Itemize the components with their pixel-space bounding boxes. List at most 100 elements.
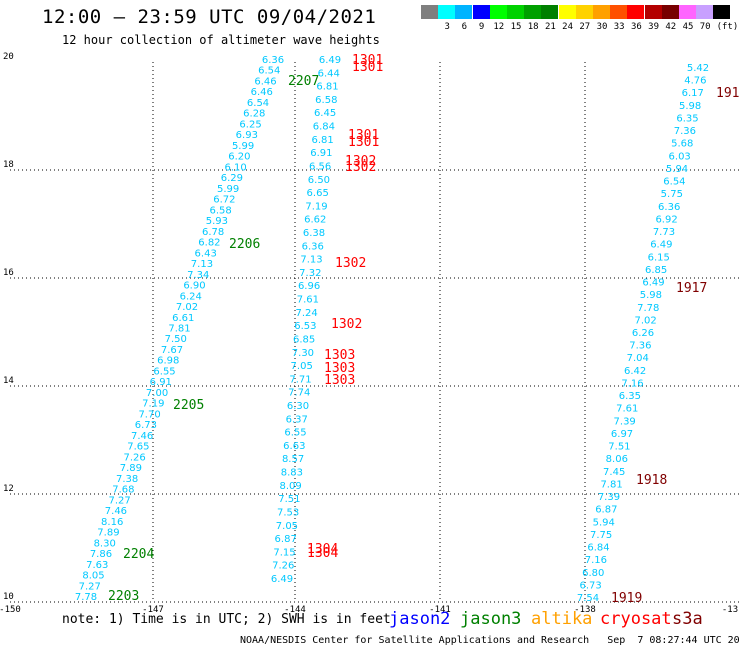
swh-value: 6.20 bbox=[228, 152, 250, 163]
swh-value: 7.39 bbox=[614, 416, 636, 427]
swh-value: 7.81 bbox=[168, 324, 190, 335]
swh-value: 6.90 bbox=[183, 281, 205, 292]
swh-value: 6.38 bbox=[303, 228, 325, 239]
swh-value: 5.99 bbox=[232, 141, 254, 152]
legend-label: 6 bbox=[461, 22, 468, 32]
satellite-altika: altika bbox=[531, 609, 593, 629]
swh-value: 6.72 bbox=[213, 195, 235, 206]
swh-value: 6.30 bbox=[287, 401, 309, 412]
legend-label: 70 bbox=[699, 22, 711, 32]
swh-value: 6.87 bbox=[275, 534, 297, 545]
swh-value: 6.73 bbox=[579, 580, 601, 591]
swh-value: 6.93 bbox=[236, 130, 258, 141]
swh-value: 7.19 bbox=[305, 201, 327, 212]
swh-value: 7.15 bbox=[273, 547, 295, 558]
swh-value: 7.39 bbox=[598, 492, 620, 503]
map-title: 12:00 – 23:59 UTC 09/04/2021 bbox=[42, 6, 377, 28]
swh-value: 6.63 bbox=[283, 441, 305, 452]
legend-label: 3 bbox=[444, 22, 450, 32]
legend-label: 21 bbox=[544, 22, 556, 32]
swh-value: 7.61 bbox=[297, 295, 319, 306]
y-tick-label: 18 bbox=[3, 160, 14, 170]
swh-value: 6.17 bbox=[682, 88, 704, 99]
swh-value: 8.83 bbox=[281, 468, 303, 479]
time-label: 2205 bbox=[173, 398, 204, 413]
swh-value: 6.80 bbox=[582, 568, 604, 579]
axis-labels: -150 -147 -144 -141 -138 -13 20 18 16 14 12 10 bbox=[0, 52, 738, 615]
satellite-jason2: jason2 bbox=[389, 609, 451, 629]
time-label: 191 bbox=[716, 86, 739, 101]
swh-value: 6.56 bbox=[309, 161, 331, 172]
time-label: 1303 bbox=[324, 373, 355, 388]
swh-value: 7.34 bbox=[187, 270, 209, 281]
swh-value: 7.74 bbox=[288, 388, 310, 399]
y-tick-label: 14 bbox=[3, 376, 14, 386]
swh-value: 6.36 bbox=[302, 241, 324, 252]
legend-label: 27 bbox=[579, 22, 591, 32]
swh-value: 6.55 bbox=[284, 428, 306, 439]
legend-swatch bbox=[593, 5, 610, 19]
legend-swatch bbox=[472, 5, 490, 19]
time-label: 2204 bbox=[123, 547, 154, 562]
swh-value: 6.15 bbox=[648, 252, 670, 263]
footnote: note: 1) Time is in UTC; 2) SWH is in fe… bbox=[62, 612, 391, 627]
swh-value: 7.73 bbox=[653, 227, 675, 238]
swh-value: 6.81 bbox=[316, 82, 338, 93]
legend-swatch bbox=[438, 5, 456, 19]
legend-label: 42 bbox=[665, 22, 677, 32]
legend-label: 18 bbox=[527, 22, 539, 32]
swh-value: 6.24 bbox=[180, 291, 202, 302]
time-label: 1302 bbox=[345, 160, 376, 175]
swh-value: 6.49 bbox=[271, 574, 293, 585]
swh-value: 6.43 bbox=[195, 248, 217, 259]
swh-value: 6.96 bbox=[298, 281, 320, 292]
time-label: 1301 bbox=[348, 128, 379, 143]
swh-value: 5.98 bbox=[679, 101, 701, 112]
swh-value: 6.36 bbox=[658, 202, 680, 213]
swh-value: 6.35 bbox=[619, 391, 641, 402]
legend-label: 39 bbox=[648, 22, 660, 32]
swh-value: 6.73 bbox=[135, 420, 157, 431]
swh-value: 5.42 bbox=[687, 63, 709, 74]
swh-value: 7.50 bbox=[165, 334, 187, 345]
swh-value: 6.53 bbox=[294, 321, 316, 332]
swh-value: 7.89 bbox=[120, 463, 142, 474]
swh-value: 5.94 bbox=[593, 517, 615, 528]
swh-value: 7.05 bbox=[291, 361, 313, 372]
swh-value: 7.67 bbox=[161, 345, 183, 356]
legend-label: 9 bbox=[478, 22, 485, 32]
swh-value: 7.13 bbox=[300, 255, 322, 266]
legend-swatch bbox=[524, 5, 542, 19]
swh-value: 6.50 bbox=[308, 175, 330, 186]
swh-value: 6.97 bbox=[611, 429, 633, 440]
time-label: 1304 bbox=[307, 546, 338, 561]
legend-swatch bbox=[455, 5, 473, 19]
swh-value: 7.46 bbox=[131, 431, 153, 442]
swh-value: 5.75 bbox=[661, 189, 683, 200]
swh-value: 6.55 bbox=[153, 366, 175, 377]
swh-value: 6.91 bbox=[150, 377, 172, 388]
swh-value: 6.44 bbox=[318, 68, 340, 79]
swh-value: 5.98 bbox=[640, 290, 662, 301]
legend-swatch bbox=[713, 5, 731, 19]
swh-value: 6.84 bbox=[313, 122, 335, 133]
swh-value: 7.68 bbox=[112, 485, 134, 496]
legend-swatch bbox=[627, 5, 645, 19]
swh-value: 4.76 bbox=[684, 76, 706, 87]
time-label: 2206 bbox=[229, 237, 260, 252]
swh-value: 7.75 bbox=[590, 530, 612, 541]
legend-label: 12 bbox=[493, 22, 505, 32]
swh-value: 6.61 bbox=[172, 313, 194, 324]
time-label: 2203 bbox=[108, 589, 139, 604]
legend-label: 33 bbox=[613, 22, 625, 32]
legend-label: 30 bbox=[596, 22, 608, 32]
swh-value: 7.24 bbox=[295, 308, 317, 319]
legend-unit: (ft) bbox=[716, 22, 739, 32]
swh-value: 8.09 bbox=[279, 481, 301, 492]
x-tick-label: -144 bbox=[284, 605, 306, 615]
swh-value: 8.57 bbox=[282, 454, 304, 465]
y-tick-label: 12 bbox=[3, 484, 14, 494]
x-tick-label: -13 bbox=[722, 605, 738, 615]
swh-value: 5.99 bbox=[217, 184, 239, 195]
